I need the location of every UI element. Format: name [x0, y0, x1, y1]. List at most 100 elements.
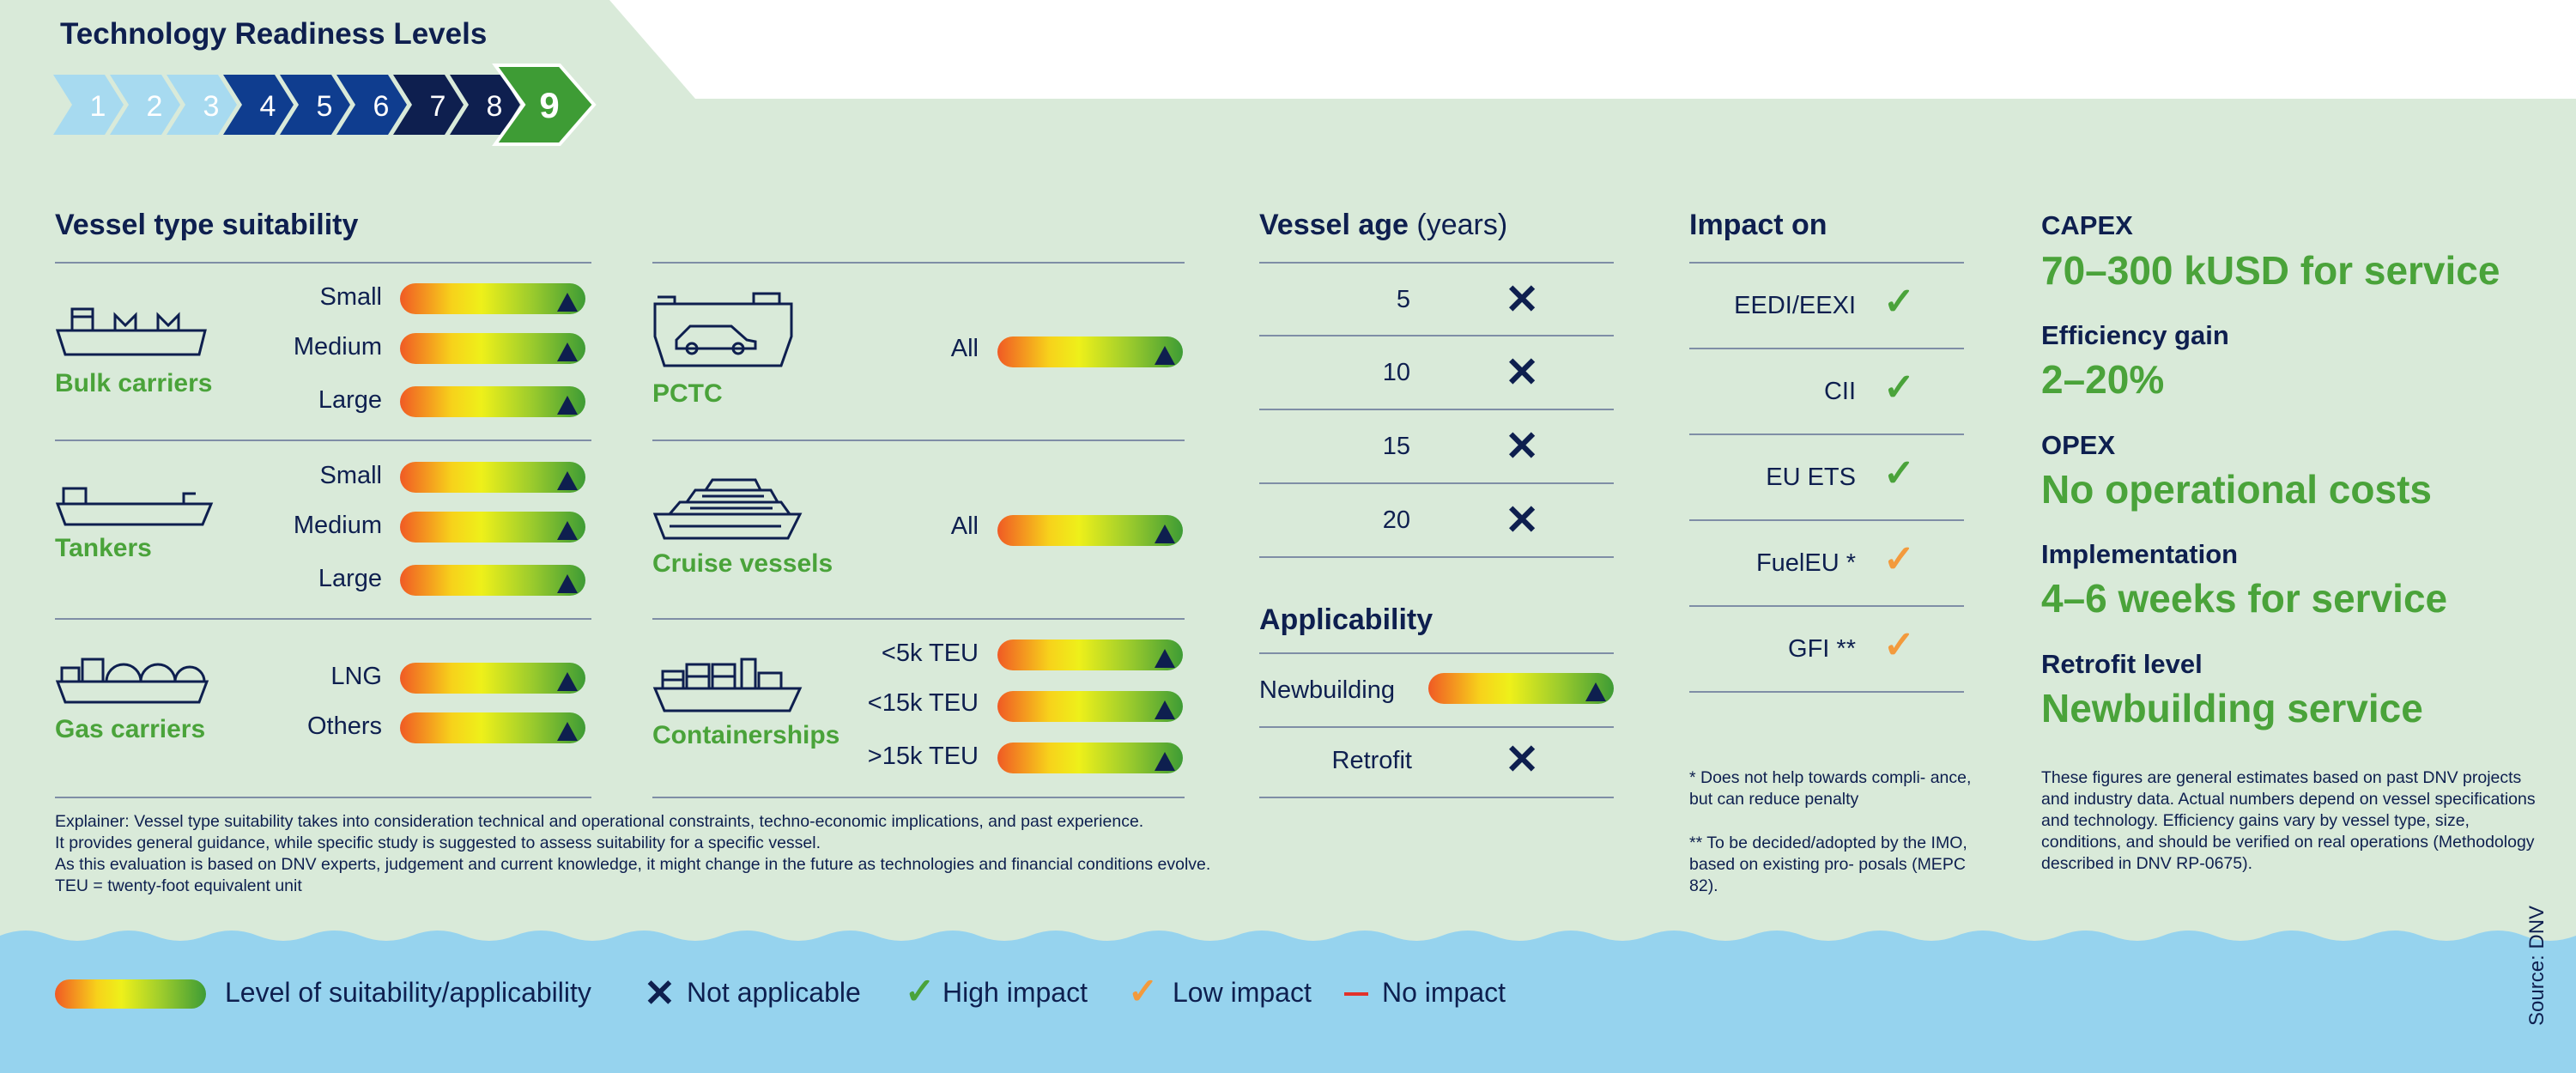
impact-label: EEDI/EEXI: [1734, 292, 1856, 319]
suitability-bar: [400, 565, 585, 596]
age-value: 20: [1382, 506, 1410, 534]
impact-footnote-1: * Does not help towards compli- ance, bu…: [1689, 768, 1972, 809]
size-label: Medium: [293, 333, 382, 361]
divider: [1259, 556, 1614, 558]
impact-footnote-2: ** To be decided/adopted by the IMO, bas…: [1689, 834, 1967, 895]
suitability-bar: [400, 663, 585, 694]
suitability-bar: [1428, 673, 1614, 704]
legend-not-applicable-label: Not applicable: [687, 977, 861, 1008]
size-label: Large: [318, 565, 382, 592]
trl-level-7: [393, 75, 464, 135]
divider: [1689, 691, 1964, 693]
legend-high-impact-icon: ✓: [905, 971, 936, 1011]
explainer: Explainer: Vessel type suitability takes…: [55, 812, 1211, 895]
divider: [652, 262, 1185, 264]
divider: [1689, 433, 1964, 435]
legend-high-impact-label: High impact: [943, 977, 1088, 1008]
tanker-icon: [55, 487, 214, 526]
divider: [1259, 797, 1614, 798]
divider: [55, 618, 591, 620]
impact-heading: Impact on: [1689, 209, 1827, 241]
suitability-marker: [557, 396, 578, 415]
svg-text:2: 2: [147, 90, 163, 123]
divider: [652, 618, 1185, 620]
suitability-bar: [997, 691, 1183, 722]
divider: [55, 440, 591, 441]
size-label: Small: [319, 283, 382, 311]
bulk-carriers-label: Bulk carriers: [55, 369, 213, 397]
impact-label: GFI **: [1788, 635, 1856, 663]
legend-not-applicable-icon: ✕: [644, 973, 676, 1015]
trl-level-6: [336, 75, 407, 135]
applicability-heading: Applicability: [1259, 603, 1433, 636]
size-label: <5k TEU: [881, 640, 979, 667]
suitability-marker: [557, 471, 578, 490]
pctc-icon: [653, 292, 793, 367]
kpi-note: These figures are general estimates base…: [2041, 768, 2536, 873]
suitability-bar: [400, 283, 585, 314]
divider: [1689, 519, 1964, 521]
svg-text:7: 7: [430, 90, 446, 123]
svg-text:8: 8: [487, 90, 503, 123]
high-impact-check-icon: ✓: [1883, 367, 1915, 409]
retrofit-label: Retrofit: [1331, 747, 1412, 774]
not-applicable-icon: ✕: [1505, 498, 1540, 543]
cruise-vessels-label: Cruise vessels: [652, 549, 833, 578]
suitability-marker: [557, 672, 578, 691]
suitability-marker: [1155, 700, 1175, 719]
suitability-bar: [997, 743, 1183, 773]
suitability-bar: [997, 640, 1183, 670]
suitability-marker: [557, 574, 578, 593]
not-applicable-icon: ✕: [1505, 424, 1540, 470]
retrofit-level-value: Newbuilding service: [2041, 686, 2423, 730]
suitability-bar: [400, 333, 585, 364]
impact-label: EU ETS: [1766, 464, 1856, 491]
svg-text:1: 1: [90, 90, 106, 123]
svg-text:5: 5: [317, 90, 333, 123]
divider: [1259, 409, 1614, 410]
containerships-label: Containerships: [652, 721, 840, 749]
gas-carrier-icon: [55, 658, 209, 704]
svg-text:6: 6: [373, 90, 390, 123]
divider: [1689, 348, 1964, 349]
trl-chevrons: 1 2 3 4 5 6 7 8 9: [53, 64, 597, 146]
impact-label: CII: [1823, 378, 1856, 405]
trl-level-8: [450, 75, 520, 135]
legend-suitability-label: Level of suitability/applicability: [225, 977, 591, 1008]
size-label: LNG: [330, 663, 382, 690]
trl-level-1: [53, 75, 124, 135]
divider: [55, 797, 591, 798]
vessel-age-heading: Vessel age (years): [1259, 209, 1508, 241]
size-label: Others: [306, 712, 382, 740]
legend-low-impact-icon: ✓: [1128, 971, 1159, 1011]
capex-label: CAPEX: [2041, 210, 2133, 240]
suitability-bar: [400, 712, 585, 743]
implementation-label: Implementation: [2041, 539, 2239, 569]
tankers-label: Tankers: [55, 534, 152, 562]
capex-value: 70–300 kUSD for service: [2041, 248, 2500, 293]
legend-low-impact-label: Low impact: [1173, 977, 1312, 1008]
trl-level-9-active: [492, 64, 597, 146]
efficiency-value: 2–20%: [2041, 357, 2165, 402]
size-label: >15k TEU: [867, 743, 979, 770]
age-value: 10: [1382, 359, 1410, 386]
suitability-marker: [557, 293, 578, 312]
trl-level-3: [167, 75, 237, 135]
size-label: All: [950, 335, 979, 362]
high-impact-check-icon: ✓: [1883, 281, 1915, 323]
size-label: <15k TEU: [867, 689, 979, 717]
suitability-bar: [400, 512, 585, 543]
size-label: Large: [318, 386, 382, 414]
divider: [1259, 726, 1614, 728]
suitability-bar: [400, 386, 585, 417]
legend-suitability-bar: [55, 979, 206, 1009]
newbuilding-label: Newbuilding: [1259, 676, 1395, 704]
suitability-marker: [1155, 346, 1175, 365]
divider: [1259, 482, 1614, 484]
efficiency-label: Efficiency gain: [2041, 320, 2229, 350]
suitability-marker: [1155, 524, 1175, 543]
suitability-bar: [400, 462, 585, 493]
svg-text:4: 4: [260, 90, 276, 123]
high-impact-check-icon: ✓: [1883, 452, 1915, 494]
trl-level-5: [280, 75, 350, 135]
